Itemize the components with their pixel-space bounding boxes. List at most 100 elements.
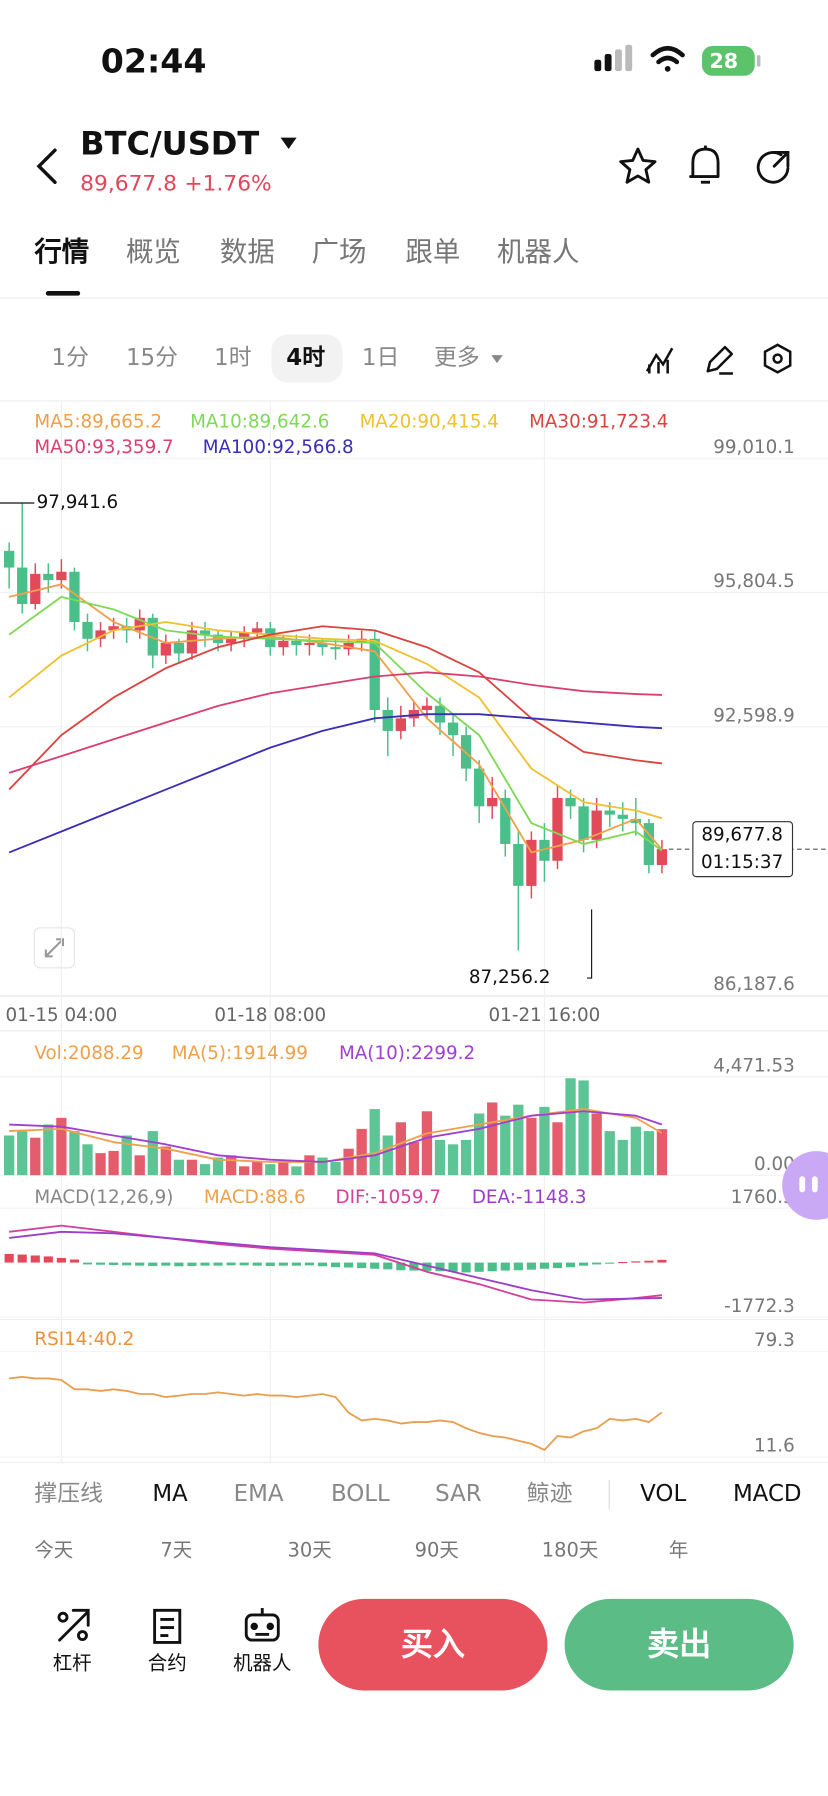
interval[interactable]: 1分 [52,345,89,371]
volume-bar [369,1109,380,1176]
sell-button[interactable] [564,1598,794,1691]
candle-body [513,844,524,886]
macd-bar [409,1262,419,1271]
volume-bar [252,1161,263,1176]
buy-button[interactable] [318,1598,548,1691]
interval[interactable]: 15分 [126,345,178,371]
candle-body [82,622,93,639]
volume-bar [43,1124,54,1176]
macd-bar [565,1262,576,1268]
candle-body [552,797,563,861]
pair-title[interactable]: BTC/USDT [80,125,259,163]
tab[interactable]: 行情 [33,236,89,268]
leverage-icon[interactable] [57,1608,90,1642]
candle-body [578,806,589,840]
favorite-icon[interactable] [619,147,657,184]
volume-bar [356,1128,367,1176]
tab[interactable]: 广场 [312,236,367,268]
period[interactable]: 年 [669,1538,688,1561]
nav-label[interactable]: 杠杆 [53,1652,92,1675]
macd-bar [213,1262,223,1266]
candle-body [30,573,41,605]
indicator-tab[interactable]: EMA [234,1481,284,1507]
period[interactable]: 7天 [160,1538,192,1561]
more-dropdown[interactable] [491,355,503,364]
volume-bar [656,1129,668,1176]
tab[interactable]: 机器人 [497,236,579,268]
candle-body [643,823,655,865]
volume-bar [56,1117,67,1176]
sell-label[interactable]: 卖出 [647,1625,711,1663]
indicator-tab[interactable]: BOLL [331,1481,390,1507]
x-tick-label: 01-15 04:00 [5,1005,117,1026]
nav-label[interactable]: 合约 [148,1652,187,1675]
alert-icon[interactable] [689,145,720,184]
volume-ma-legend: MA(10):2299.2 [339,1043,475,1064]
indicator-tab[interactable]: VOL [640,1481,686,1507]
header-price: 89,677.8 [80,172,177,197]
period[interactable]: 30天 [287,1538,331,1561]
interval[interactable]: 1日 [362,345,399,371]
buy-label[interactable]: 买入 [401,1625,465,1663]
back-button[interactable] [36,148,57,184]
macd-bar [135,1262,145,1266]
interval[interactable]: 4时 [286,345,325,371]
volume-bar [513,1104,524,1176]
ma-legend: MA5:89,665.2 [34,412,162,433]
low-marker [587,909,593,979]
period[interactable]: 90天 [415,1538,459,1561]
candle-body [173,642,185,654]
candle-body [186,630,198,654]
macd-bar [17,1254,27,1263]
tab[interactable]: 概览 [126,236,181,268]
volume-bar [30,1137,41,1176]
indicator-tab[interactable]: 撑压线 [34,1481,103,1507]
volume-bar [225,1155,237,1176]
volume-bar [173,1159,185,1176]
draw-icon[interactable] [706,345,734,375]
volume-bar [4,1135,15,1176]
settings-icon[interactable] [763,343,792,374]
rsi-line [9,1376,663,1451]
volume-bar [395,1122,406,1176]
macd-bar [69,1259,80,1263]
indicator-tab[interactable]: 鲸迹 [527,1481,573,1507]
indicator-tab[interactable]: MACD [733,1481,802,1507]
robot-icon[interactable] [244,1608,280,1642]
macd-legend: MACD(12,26,9) [34,1187,173,1208]
tab[interactable]: 数据 [220,236,275,268]
macd-bar [187,1262,197,1266]
indicator-tab[interactable]: SAR [435,1481,482,1507]
volume-bar [643,1131,655,1176]
volume-bar [108,1150,119,1176]
volume-bar [447,1144,459,1176]
macd-bar [278,1262,288,1266]
volume-bar [539,1106,550,1176]
rsi-legend: RSI14:40.2 [34,1329,134,1350]
contract-icon[interactable] [153,1608,182,1644]
interval[interactable]: 1时 [214,345,252,371]
macd-bar [265,1262,275,1266]
macd-bar [317,1262,328,1267]
tab[interactable]: 跟单 [405,236,460,268]
macd-bar [487,1262,497,1272]
candle-body [317,642,328,648]
macd-bar [43,1256,53,1263]
macd-bar [644,1260,654,1263]
share-icon[interactable] [756,151,790,184]
assistant-bubble[interactable] [782,1151,828,1220]
volume-bar [265,1164,276,1176]
indicator-tab[interactable]: MA [152,1481,188,1507]
macd-bar [539,1262,550,1269]
macd-bar [592,1262,602,1265]
interval[interactable]: 更多 [434,345,480,371]
pair-dropdown[interactable] [280,137,297,150]
indicator-icon[interactable] [645,347,674,374]
macd-bar [357,1262,367,1269]
period[interactable]: 180天 [542,1538,599,1561]
nav-label[interactable]: 机器人 [233,1652,291,1675]
macd-series-legend: DIF:-1059.7 [336,1187,441,1208]
volume-ma-legend: MA(5):1914.99 [172,1043,308,1064]
period[interactable]: 今天 [34,1538,73,1561]
